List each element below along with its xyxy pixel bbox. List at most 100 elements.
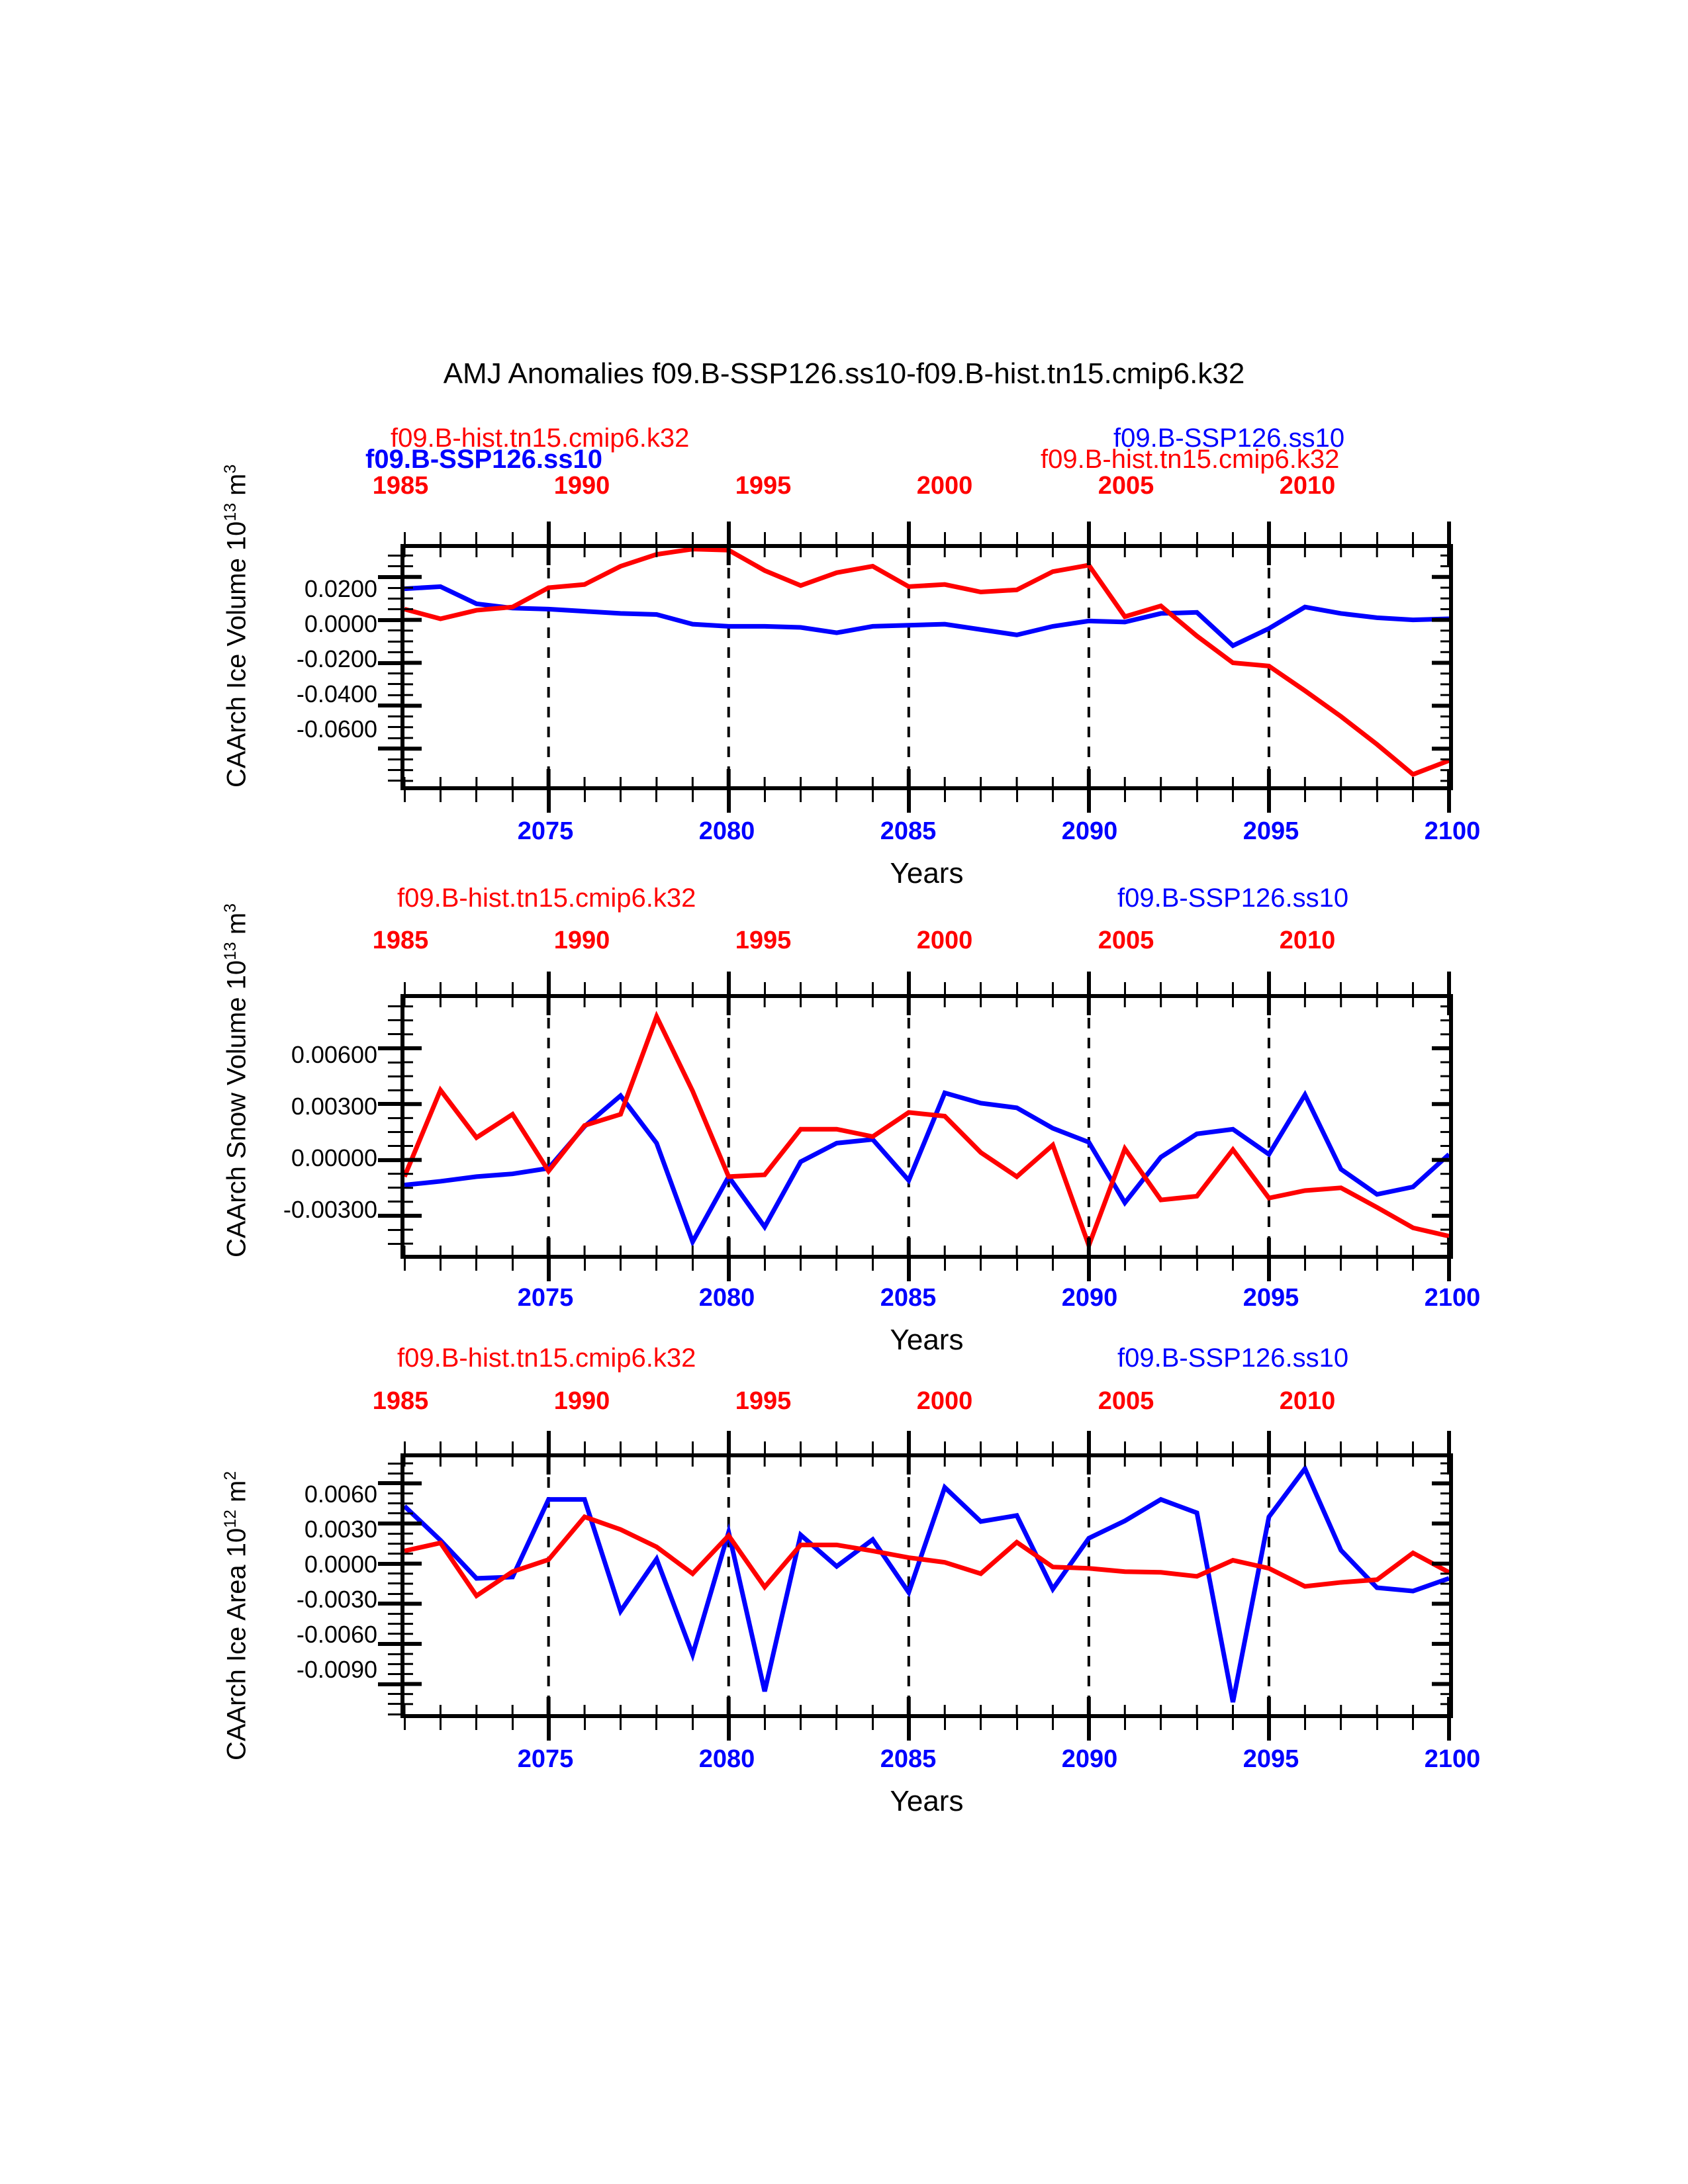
- panel1-top-tick-2000: 2000: [916, 472, 973, 500]
- axis-tick: [1086, 1431, 1091, 1453]
- axis-tick: [619, 532, 622, 544]
- axis-tick: [1340, 1259, 1342, 1271]
- y-axis-minor-tick: [388, 554, 400, 557]
- axis-tick: [1376, 790, 1378, 802]
- axis-tick: [475, 1259, 478, 1271]
- axis-tick: [1160, 532, 1162, 544]
- y-axis-minor-tick: [388, 1201, 400, 1203]
- axis-tick: [475, 982, 478, 994]
- y-axis-minor-tick: [388, 1159, 400, 1161]
- axis-tick: [980, 532, 982, 544]
- axis-tick: [1123, 532, 1126, 544]
- panel1-plot-svg: [404, 548, 1449, 786]
- panel3-plot-svg: [404, 1457, 1449, 1714]
- y-axis-minor-tick: [388, 1512, 400, 1515]
- panel1-bottom-tick-2090: 2090: [1061, 817, 1118, 845]
- axis-tick: [980, 982, 982, 994]
- panel3-top-tick-2000: 2000: [916, 1387, 973, 1415]
- axis-tick: [1015, 1718, 1018, 1730]
- axis-tick: [980, 1441, 982, 1453]
- axis-tick: [1447, 790, 1451, 813]
- axis-tick: [1266, 522, 1271, 544]
- y-axis-minor-tick: [388, 1612, 400, 1615]
- axis-tick: [1340, 532, 1342, 544]
- panel1-bottom-tick-2075: 2075: [517, 817, 574, 845]
- panel1-legend-left-historical: f09.B-hist.tn15.cmip6.k32: [391, 424, 690, 453]
- y-axis-minor-tick: [388, 1703, 400, 1706]
- panel1-bottom-tick-2085: 2085: [880, 817, 937, 845]
- axis-tick: [511, 1441, 514, 1453]
- panel3-plot-frame: [400, 1453, 1453, 1718]
- axis-tick: [763, 532, 766, 544]
- panel1-x-axis-title: Years: [890, 857, 964, 889]
- axis-tick: [1123, 1441, 1126, 1453]
- axis-tick: [835, 532, 838, 544]
- axis-tick: [943, 1441, 946, 1453]
- panel2-plot-frame: [400, 994, 1453, 1259]
- y-axis-minor-tick: [388, 726, 400, 729]
- axis-tick: [475, 1718, 478, 1730]
- axis-tick: [403, 982, 406, 994]
- axis-tick: [691, 982, 694, 994]
- panel3-ytick-1: 0.0030: [304, 1516, 377, 1543]
- y-axis-minor-tick: [388, 780, 400, 782]
- panel2-top-tick-2000: 2000: [916, 927, 973, 954]
- axis-tick: [1160, 1259, 1162, 1271]
- axis-tick: [1232, 1259, 1235, 1271]
- axis-tick: [800, 1259, 802, 1271]
- y-axis-minor-tick: [388, 1633, 400, 1635]
- panel1-top-tick-1995: 1995: [735, 472, 792, 500]
- panel1-bottom-tick-2100: 2100: [1424, 817, 1481, 845]
- axis-tick: [511, 532, 514, 544]
- axis-tick: [980, 1718, 982, 1730]
- axis-tick: [1376, 532, 1378, 544]
- axis-tick: [800, 532, 802, 544]
- axis-tick: [1160, 790, 1162, 802]
- axis-tick: [546, 1718, 551, 1741]
- axis-tick: [906, 1259, 911, 1281]
- y-axis-minor-tick: [388, 694, 400, 696]
- axis-tick: [403, 1259, 406, 1271]
- panel1-plot-frame: [400, 544, 1453, 790]
- y-axis-minor-tick: [388, 1653, 400, 1655]
- axis-tick: [583, 790, 586, 802]
- axis-tick: [655, 1718, 658, 1730]
- axis-tick: [1412, 532, 1415, 544]
- panel3-bottom-tick-2095: 2095: [1243, 1745, 1299, 1773]
- axis-tick: [835, 790, 838, 802]
- axis-tick: [1196, 1259, 1198, 1271]
- y-axis-minor-tick: [388, 1482, 400, 1484]
- axis-tick: [800, 790, 802, 802]
- axis-tick: [1086, 522, 1091, 544]
- axis-tick: [1266, 1718, 1271, 1741]
- axis-tick: [726, 522, 731, 544]
- panel3-top-tick-1995: 1995: [735, 1387, 792, 1415]
- y-axis-minor-tick: [388, 737, 400, 739]
- panel3-ytick-4: -0.0060: [296, 1621, 377, 1648]
- axis-tick: [1051, 982, 1054, 994]
- axis-tick: [691, 1259, 694, 1271]
- panel3-legend-historical: f09.B-hist.tn15.cmip6.k32: [397, 1343, 696, 1373]
- panel3-legend-scenario: f09.B-SSP126.ss10: [1117, 1343, 1349, 1373]
- axis-tick: [439, 1259, 442, 1271]
- axis-tick: [1412, 1441, 1415, 1453]
- y-axis-minor-tick: [388, 1602, 400, 1605]
- panel1-ytick-0: 0.0200: [304, 575, 377, 602]
- y-axis-minor-tick: [388, 629, 400, 632]
- panel3-bottom-tick-2100: 2100: [1424, 1745, 1481, 1773]
- y-axis-minor-tick: [388, 1582, 400, 1585]
- axis-tick: [871, 532, 874, 544]
- panel1-bottom-tick-2095: 2095: [1243, 817, 1299, 845]
- y-axis-minor-tick: [388, 1075, 400, 1077]
- axis-tick: [906, 1431, 911, 1453]
- y-axis-minor-tick: [388, 1187, 400, 1189]
- axis-tick: [1015, 1259, 1018, 1271]
- axis-tick: [511, 1718, 514, 1730]
- panel2-x-axis-title: Years: [890, 1324, 964, 1356]
- y-axis-minor-tick: [388, 1019, 400, 1022]
- y-axis-minor-tick: [388, 1228, 400, 1231]
- panel3-bottom-tick-2085: 2085: [880, 1745, 937, 1773]
- axis-tick: [1232, 1718, 1235, 1730]
- axis-tick: [906, 790, 911, 813]
